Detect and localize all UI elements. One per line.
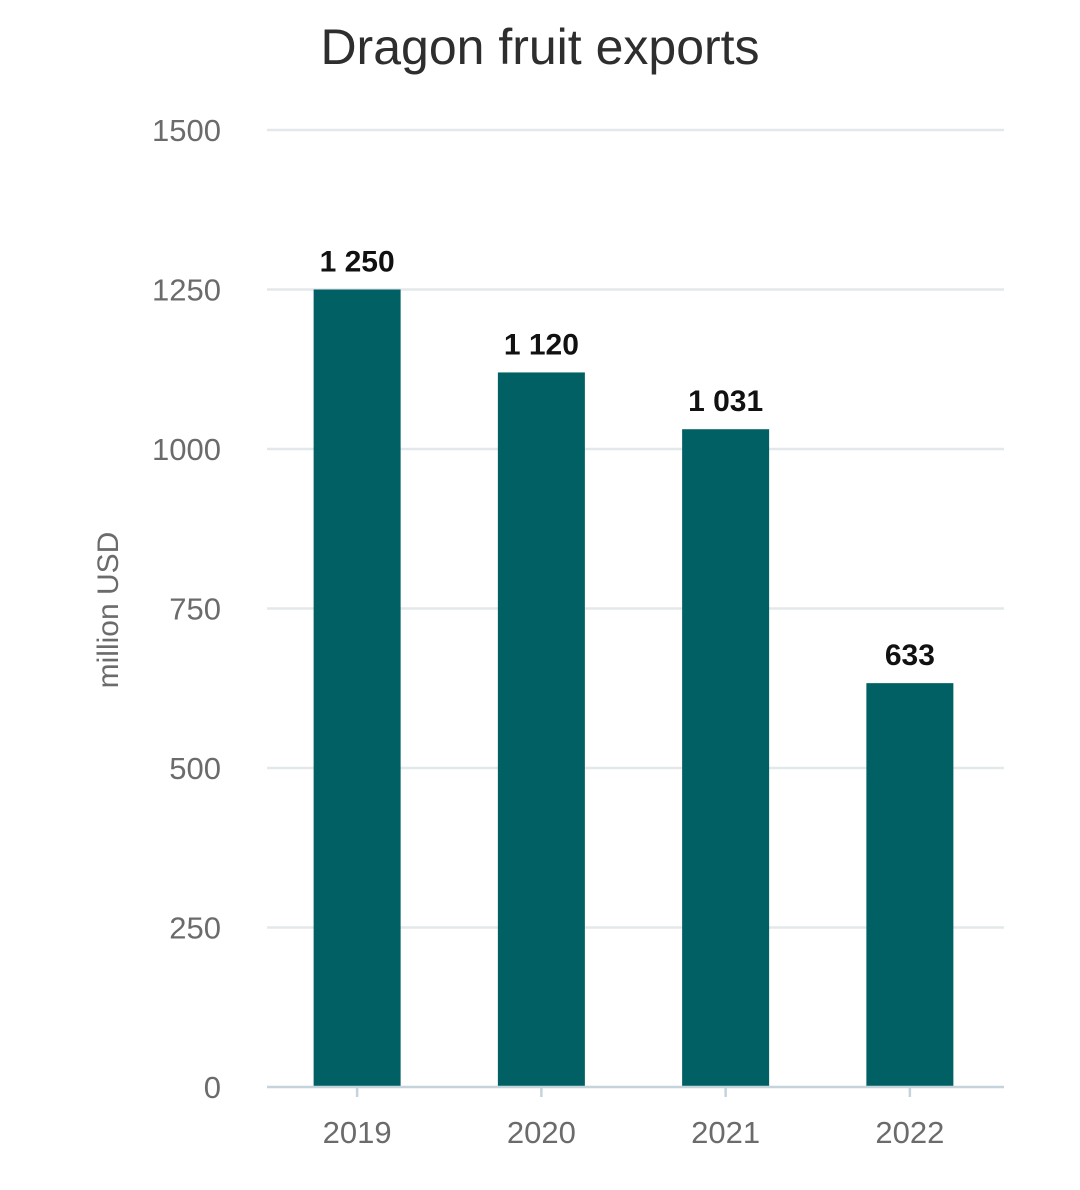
x-axis-ticks: 2019 2020 2021 2022 <box>323 1087 944 1150</box>
y-tick-label: 1500 <box>152 113 221 148</box>
y-axis-ticks: 0 250 500 750 1000 1250 1500 <box>152 113 221 1105</box>
y-tick-label: 1000 <box>152 432 221 467</box>
x-tick-label-2019: 2019 <box>323 1115 392 1150</box>
y-tick-label: 500 <box>169 751 221 786</box>
x-tick-label-2022: 2022 <box>875 1115 944 1150</box>
value-label-2022: 633 <box>885 639 935 672</box>
chart-title: Dragon fruit exports <box>320 19 760 75</box>
value-label-2021: 1 031 <box>688 385 763 418</box>
x-tick-label-2020: 2020 <box>507 1115 576 1150</box>
bar-2021 <box>682 429 770 1087</box>
y-tick-label: 0 <box>204 1070 221 1105</box>
y-tick-label: 250 <box>169 911 221 946</box>
bars <box>313 289 954 1087</box>
bar-2022 <box>866 683 954 1087</box>
y-axis-title: million USD <box>92 532 125 689</box>
y-tick-label: 750 <box>169 592 221 627</box>
bar-2020 <box>497 372 585 1087</box>
bar-2019 <box>313 289 401 1087</box>
value-label-2019: 1 250 <box>320 246 395 279</box>
x-tick-label-2021: 2021 <box>691 1115 760 1150</box>
y-tick-label: 1250 <box>152 273 221 308</box>
value-labels: 1 250 1 120 1 031 633 <box>320 246 935 673</box>
value-label-2020: 1 120 <box>504 328 579 361</box>
